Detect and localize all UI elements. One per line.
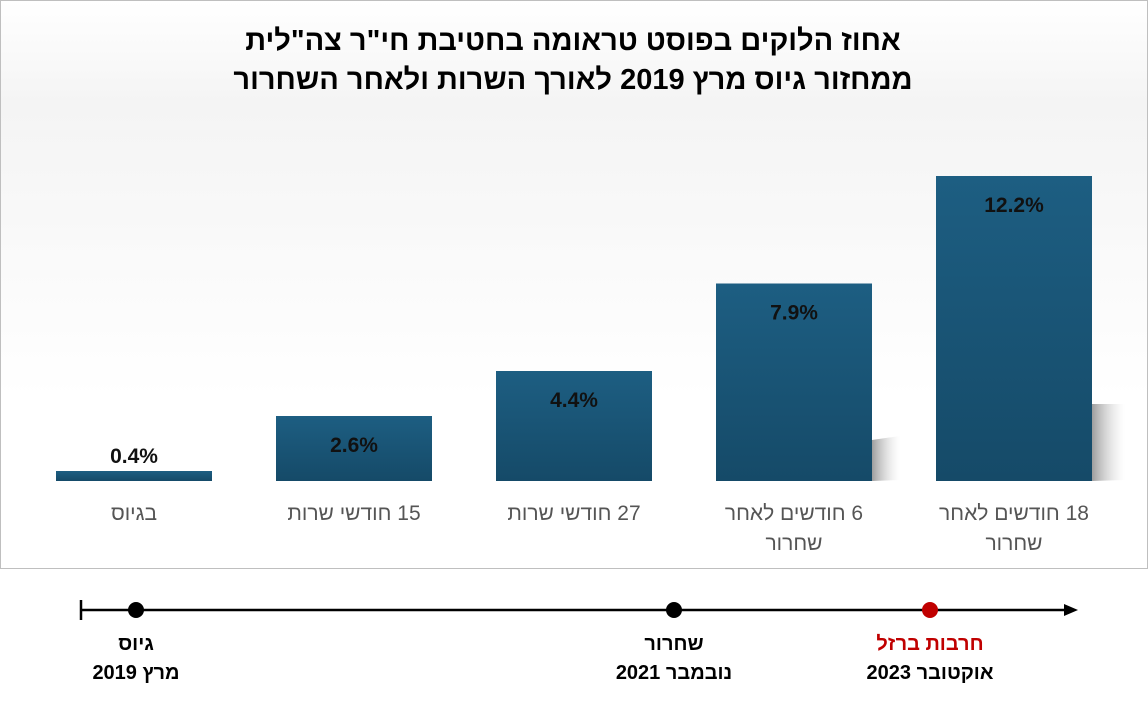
bar	[716, 283, 872, 481]
data-label: 2.6%	[330, 434, 378, 457]
category-label: 27 חודשי שרות	[507, 502, 640, 525]
chart-title-line-2: ממחזור גיוס מרץ 2019 לאורך השרות ולאחר ה…	[233, 64, 913, 96]
timeline-event-date: נובמבר 2021	[615, 662, 733, 684]
data-label: 12.2%	[984, 194, 1044, 217]
data-label: 4.4%	[550, 389, 598, 412]
timeline-dot	[666, 602, 682, 618]
bar	[936, 176, 1092, 481]
category-label: 15 חודשי שרות	[287, 502, 420, 525]
timeline-event-label: חרבות ברזל אוקטובר 2023	[830, 630, 1030, 688]
timeline-event-title: שחרור	[644, 633, 704, 655]
timeline-dot	[128, 602, 144, 618]
timeline-arrow-head	[1064, 604, 1078, 616]
bar-shadow	[1092, 404, 1125, 481]
timeline	[79, 600, 1078, 620]
bar-chart: 0.4% בגיוס 2.6% 15 חודשי שרות 4.4% 27 חודשי ש…	[56, 176, 1125, 555]
category-label: 6 חודשים לאחר	[725, 502, 863, 525]
category-label: שחרור	[985, 532, 1042, 555]
category-label: 18 חודשים לאחר	[939, 502, 1089, 525]
timeline-event-date: מרץ 2019	[92, 662, 180, 684]
bar	[276, 416, 432, 481]
timeline-event-title: חרבות ברזל	[876, 633, 984, 655]
bar	[56, 471, 212, 481]
timeline-event-date: אוקטובר 2023	[866, 662, 994, 684]
timeline-event-label: גיוס מרץ 2019	[36, 630, 236, 688]
category-label: בגיוס	[111, 502, 157, 525]
chart-title: אחוז הלוקים בפוסט טראומה בחטיבת חי"ר צה"…	[0, 22, 1146, 100]
timeline-event-title: גיוס	[118, 633, 154, 655]
timeline-event-label: שחרור נובמבר 2021	[574, 630, 774, 688]
data-label: 0.4%	[110, 445, 158, 468]
data-label: 7.9%	[770, 302, 818, 325]
bar-shadow	[872, 436, 900, 481]
bar	[496, 371, 652, 481]
timeline-dot	[922, 602, 938, 618]
category-label: שחרור	[765, 532, 822, 555]
chart-title-line-1: אחוז הלוקים בפוסט טראומה בחטיבת חי"ר צה"…	[245, 25, 901, 57]
